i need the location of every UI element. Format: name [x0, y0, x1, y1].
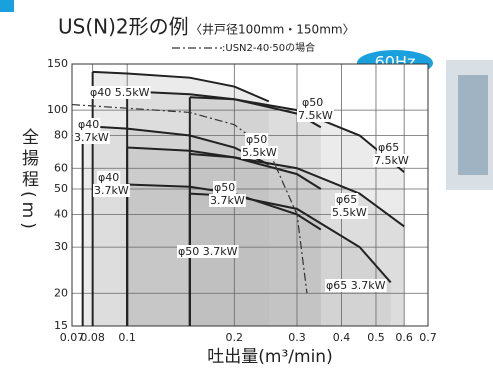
y-tick-label: 15	[54, 319, 68, 332]
annotation: 5.5kW	[242, 146, 277, 159]
annotation-bg	[93, 184, 130, 197]
line	[189, 153, 405, 228]
y-tick-label: 50	[54, 182, 68, 195]
area	[127, 147, 321, 326]
chart-title: US(N)2形の例	[58, 15, 189, 39]
product-photo-detail	[458, 75, 488, 175]
x-tick-label: 0.08	[80, 331, 105, 344]
plot-frame	[71, 63, 429, 327]
legend-label: :USN2-40·50の場合	[222, 41, 315, 54]
y-tick-label: 30	[54, 240, 68, 253]
annotation: 5.5kW	[332, 206, 367, 219]
y-tick-label: 100	[47, 103, 68, 116]
x-tick-label: 0.7	[419, 331, 437, 344]
annotation-bg	[331, 206, 368, 219]
annotation: φ65	[336, 193, 357, 206]
annotation-bg	[373, 154, 410, 167]
annotation: 7.5kW	[374, 154, 409, 167]
annotation-bg	[89, 86, 151, 99]
annotation: φ65 3.7kW	[326, 279, 386, 292]
y-tick-label: 20	[54, 286, 68, 299]
annotation: φ40 5.5kW	[90, 86, 150, 99]
annotation: φ50	[246, 133, 267, 146]
x-tick-label: 0.6	[395, 331, 413, 344]
annotation: 3.7kW	[210, 194, 245, 207]
annotation-bg	[335, 193, 359, 206]
annotation: φ40	[98, 171, 119, 184]
annotation-bg	[77, 118, 101, 131]
y-tick-label: 40	[54, 207, 68, 220]
annotation-bg	[213, 181, 237, 194]
annotation: φ50	[302, 96, 323, 109]
annotation-bg	[245, 133, 269, 146]
y-tick-label: 60	[54, 161, 68, 174]
y-axis-label: 全揚程(m)	[18, 128, 38, 233]
annotation: 3.7kW	[74, 131, 109, 144]
y-tick-label: 80	[54, 129, 68, 142]
annotation-bg	[325, 279, 387, 292]
annotation: φ50	[214, 181, 235, 194]
annotation-bg	[297, 109, 334, 122]
annotation-bg	[301, 96, 325, 109]
annotation-bg	[241, 146, 278, 159]
x-tick-label: 0.07	[60, 331, 85, 344]
title-marker	[0, 0, 14, 12]
x-tick-label: 0.4	[333, 331, 351, 344]
line	[71, 103, 308, 294]
line	[92, 70, 270, 103]
y-tick-label: 150	[47, 57, 68, 70]
x-axis-label: 吐出量(m³/min)	[207, 347, 332, 367]
annotation-bg	[377, 141, 401, 154]
x-tick-label: 0.3	[288, 331, 306, 344]
annotation: 3.7kW	[94, 184, 129, 197]
annotation: 7.5kW	[298, 109, 333, 122]
area	[82, 125, 269, 326]
x-tick-label: 0.1	[118, 331, 136, 344]
x-tick-label: 0.5	[367, 331, 385, 344]
annotation-bg	[209, 194, 246, 207]
annotation: φ40	[78, 118, 99, 131]
chart-subtitle: 〈井戸径100mm・150mm〉	[190, 23, 355, 37]
annotation: φ50 3.7kW	[178, 245, 238, 258]
annotation-bg	[73, 131, 110, 144]
annotation-bg	[97, 171, 121, 184]
annotation: φ65	[378, 141, 399, 154]
annotation-bg	[177, 245, 239, 258]
x-tick-label: 0.2	[226, 331, 244, 344]
